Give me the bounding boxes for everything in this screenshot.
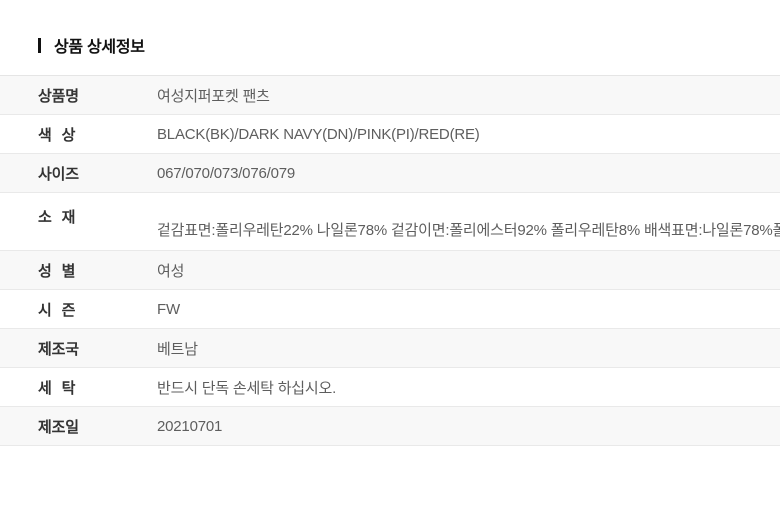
section-title: 상품 상세정보 — [54, 39, 145, 56]
product-detail-table: 상품명 여성지퍼포켓 팬츠 색 상 BLACK(BK)/DARK NAVY(DN… — [0, 75, 780, 446]
table-row-color: 색 상 BLACK(BK)/DARK NAVY(DN)/PINK(PI)/RED… — [0, 115, 780, 154]
row-label: 세 탁 — [38, 379, 76, 397]
row-label: 제조국 — [38, 340, 79, 358]
row-label: 제조일 — [38, 418, 79, 436]
row-label: 상품명 — [38, 87, 79, 105]
row-value: 겉감표면:폴리우레탄22% 나일론78% 겉감이면:폴리에스터92% 폴리우레탄… — [157, 222, 780, 239]
title-accent-bar — [38, 37, 41, 53]
table-row-gender: 성 별 여성 — [0, 251, 780, 290]
row-label: 소 재 — [38, 209, 76, 226]
row-value: 반드시 단독 손세탁 하십시오. — [157, 379, 337, 397]
row-value: 여성지퍼포켓 팬츠 — [157, 87, 270, 105]
row-value: 베트남 — [157, 340, 198, 358]
row-value: 20210701 — [157, 417, 223, 435]
row-label: 색 상 — [38, 126, 76, 144]
table-row-season: 시 즌 FW — [0, 290, 780, 329]
row-value: 067/070/073/076/079 — [157, 164, 296, 182]
row-value: 여성 — [157, 262, 185, 280]
row-label: 시 즌 — [38, 301, 76, 319]
table-row-washing: 세 탁 반드시 단독 손세탁 하십시오. — [0, 368, 780, 407]
row-label: 성 별 — [38, 262, 76, 280]
table-row-size: 사이즈 067/070/073/076/079 — [0, 154, 780, 193]
table-row-country: 제조국 베트남 — [0, 329, 780, 368]
section-header: 상품 상세정보 — [38, 36, 780, 56]
table-row-product-name: 상품명 여성지퍼포켓 팬츠 — [0, 76, 780, 115]
row-label: 사이즈 — [38, 165, 79, 183]
table-row-material: 소 재 겉감표면:폴리우레탄22% 나일론78% 겉감이면:폴리에스터92% 폴… — [0, 193, 780, 251]
row-value: FW — [157, 300, 180, 318]
table-row-manufacture-date: 제조일 20210701 — [0, 407, 780, 446]
row-value: BLACK(BK)/DARK NAVY(DN)/PINK(PI)/RED(RE) — [157, 125, 480, 143]
